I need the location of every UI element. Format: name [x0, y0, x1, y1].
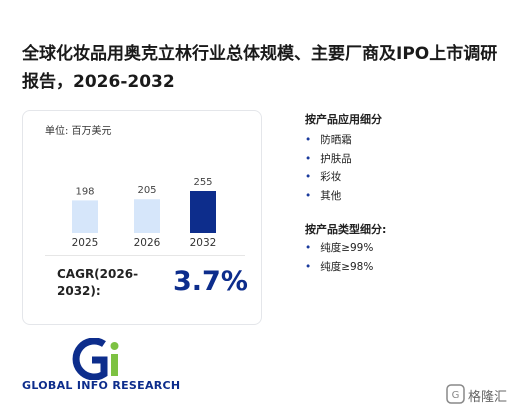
list-item: 纯度≥98% — [305, 258, 373, 277]
list-item: 彩妆 — [305, 168, 352, 187]
value-label: 198 — [75, 186, 94, 197]
cagr-value: 3.7% — [173, 266, 248, 297]
logo-g — [72, 338, 108, 380]
x-tick-label: 2025 — [72, 237, 99, 249]
bar — [72, 200, 98, 233]
section-heading: 按产品应用细分 — [305, 113, 382, 126]
icon-frame — [446, 384, 465, 404]
unit: 单位: 百万美元 — [45, 126, 112, 137]
source-icon: G — [446, 384, 465, 404]
list-item: 防晒霜 — [305, 131, 352, 150]
list-item: 纯度≥99% — [305, 239, 373, 258]
x-tick-label: 2026 — [134, 237, 161, 249]
logo-dot — [110, 342, 119, 350]
card — [22, 110, 262, 325]
bar — [190, 191, 216, 233]
brand: GLOBAL INFO RESEARCH — [22, 379, 181, 392]
source: 格隆汇 — [468, 390, 508, 405]
value-label: 205 — [137, 185, 156, 196]
list: 防晒霜护肤品彩妆其他 — [305, 131, 352, 205]
value-label: 255 — [193, 177, 212, 188]
logo-i — [111, 354, 118, 376]
chart: 198 2025 205 2026 255 2032 — [72, 177, 217, 249]
list-item: 护肤品 — [305, 150, 352, 169]
title: 全球化妆品用奥克立林行业总体规模、主要厂商及IPO上市调研报告，2026-203… — [22, 44, 498, 92]
section-heading: 按产品类型细分: — [305, 223, 387, 236]
list: 纯度≥99%纯度≥98% — [305, 239, 373, 276]
logo — [72, 338, 119, 380]
list-item: 其他 — [305, 187, 352, 206]
x-tick-label: 2032 — [190, 237, 217, 249]
cagr-label: CAGR(2026-2032): — [57, 267, 139, 298]
separator — [45, 255, 245, 256]
bar — [134, 199, 160, 233]
icon-glyph: G — [452, 390, 460, 401]
